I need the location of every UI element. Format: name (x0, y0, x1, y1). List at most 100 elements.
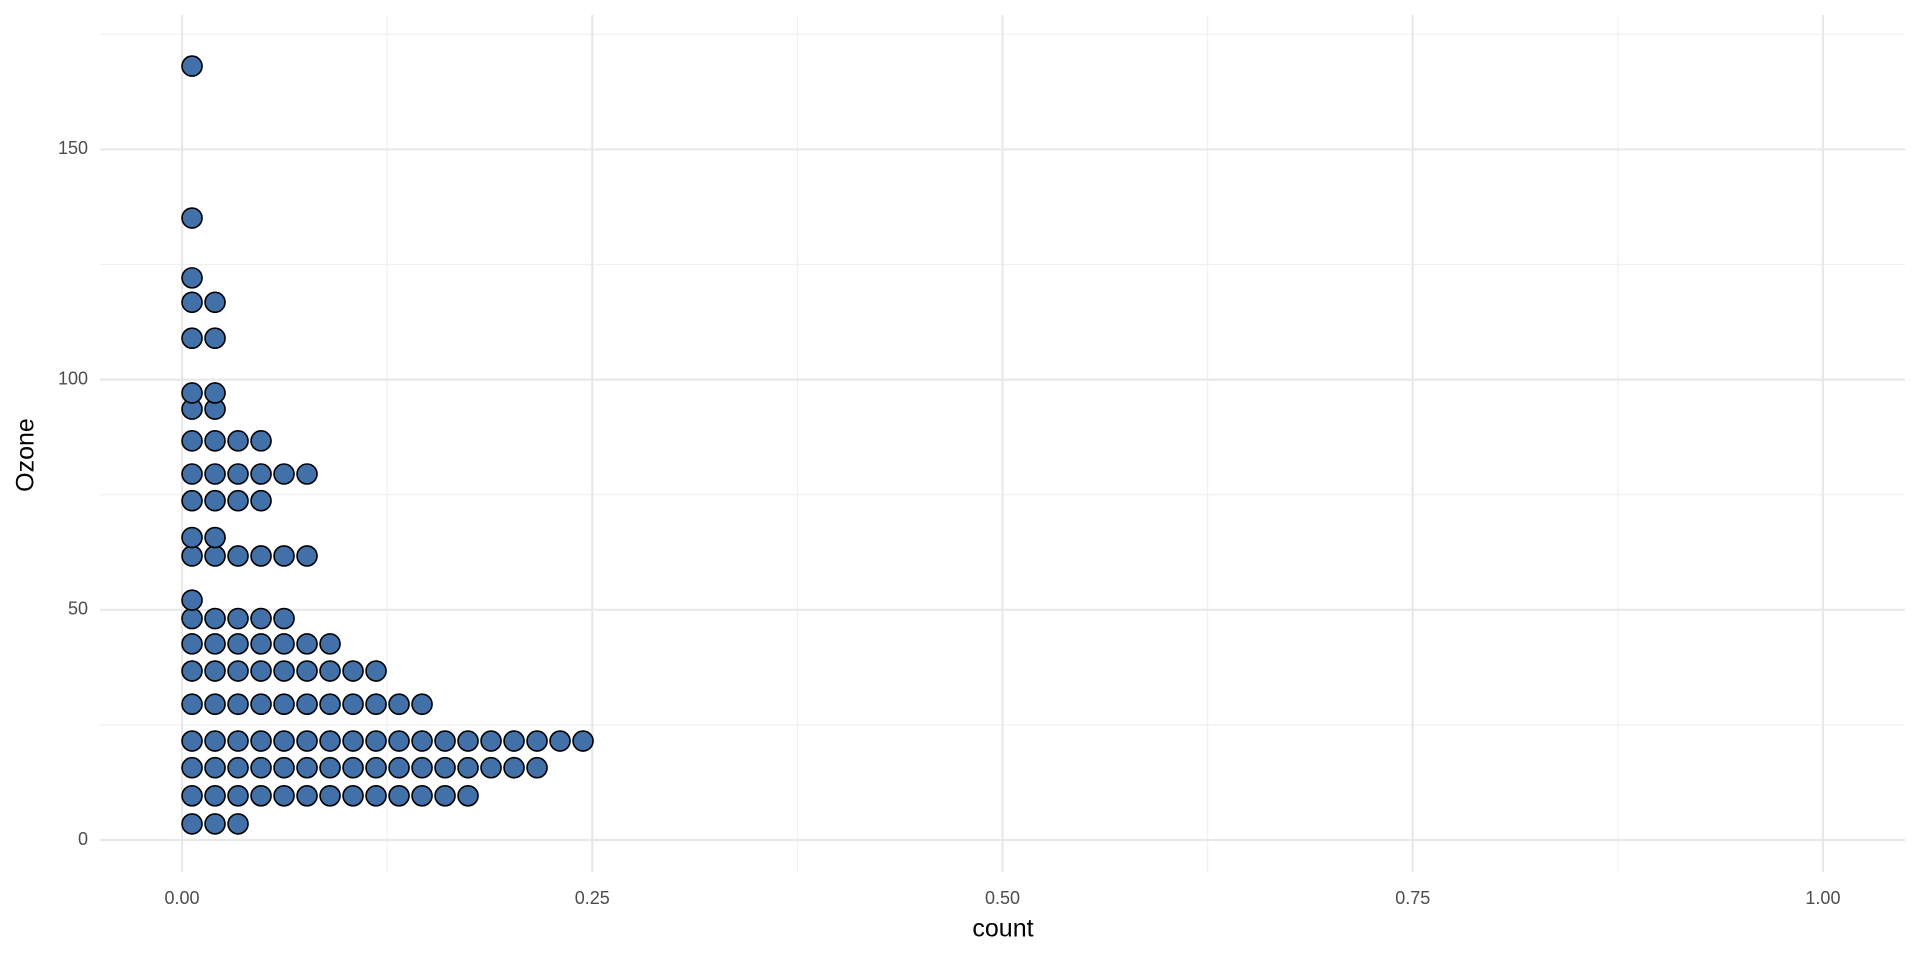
dot (181, 589, 203, 611)
dot (204, 382, 226, 404)
dot (319, 756, 341, 779)
dot (204, 756, 226, 779)
dot (388, 693, 410, 715)
dot (227, 633, 249, 655)
dot (365, 785, 387, 807)
dot (319, 730, 341, 752)
dot (250, 430, 272, 452)
dot (204, 327, 226, 349)
dot (480, 756, 502, 779)
dot (319, 693, 341, 715)
dot (365, 660, 387, 682)
dot (296, 785, 318, 807)
dot (181, 607, 203, 630)
dot (572, 730, 594, 752)
x-tick-label: 1.00 (1805, 888, 1840, 908)
dot (388, 730, 410, 752)
dot (204, 291, 226, 314)
dot (227, 607, 249, 630)
x-tick-label: 0.50 (985, 888, 1020, 908)
dot (227, 430, 249, 452)
dot (227, 489, 249, 512)
dot (227, 693, 249, 715)
dot (411, 785, 433, 807)
dot (434, 730, 456, 752)
dot (296, 756, 318, 779)
dot (273, 463, 295, 485)
dot (273, 607, 295, 630)
dot (457, 730, 479, 752)
dot (480, 730, 502, 752)
dot (204, 545, 226, 567)
dot (411, 693, 433, 715)
dot (342, 693, 364, 715)
dot (273, 633, 295, 655)
dot (365, 693, 387, 715)
dot (181, 207, 203, 229)
dot (365, 730, 387, 752)
dot (181, 327, 203, 349)
dot (181, 633, 203, 655)
dot (250, 607, 272, 630)
dot (181, 756, 203, 779)
dot (181, 526, 203, 549)
dot (204, 633, 226, 655)
dot (250, 785, 272, 807)
dot (549, 730, 571, 752)
dot (365, 756, 387, 779)
dot (457, 756, 479, 779)
dot (181, 55, 203, 77)
dot (227, 545, 249, 567)
dot (204, 526, 226, 549)
dot (181, 785, 203, 807)
y-tick-label: 150 (58, 138, 88, 158)
dot (273, 785, 295, 807)
dot (204, 813, 226, 835)
dot (388, 756, 410, 779)
dot (227, 660, 249, 682)
x-tick-label: 0.25 (575, 888, 610, 908)
dot (319, 785, 341, 807)
dot (227, 730, 249, 752)
dot (204, 430, 226, 452)
dot (296, 730, 318, 752)
dot (204, 660, 226, 682)
dot (342, 660, 364, 682)
dot (250, 693, 272, 715)
dot (204, 607, 226, 630)
dot (342, 730, 364, 752)
y-tick-label: 0 (78, 829, 88, 849)
dot (503, 730, 525, 752)
dot (411, 730, 433, 752)
dot (296, 660, 318, 682)
dot (319, 633, 341, 655)
dot (273, 545, 295, 567)
dot (181, 382, 203, 404)
dot (181, 430, 203, 452)
x-tick-label: 0.75 (1395, 888, 1430, 908)
dot (411, 756, 433, 779)
x-tick-label: 0.00 (165, 888, 200, 908)
dot (181, 545, 203, 567)
dot (181, 291, 203, 314)
dot (204, 463, 226, 485)
dot (204, 730, 226, 752)
dot (227, 756, 249, 779)
dot (181, 267, 203, 289)
dot (342, 785, 364, 807)
dot (181, 813, 203, 835)
dot (296, 693, 318, 715)
dot (273, 660, 295, 682)
x-axis-title: count (972, 915, 1033, 943)
dot (250, 463, 272, 485)
y-tick-label: 50 (68, 599, 88, 619)
dot (227, 813, 249, 835)
dot (296, 545, 318, 567)
dot (250, 633, 272, 655)
dot (250, 660, 272, 682)
dot (181, 463, 203, 485)
dot (296, 463, 318, 485)
dot (434, 756, 456, 779)
y-tick-label: 100 (58, 368, 88, 388)
